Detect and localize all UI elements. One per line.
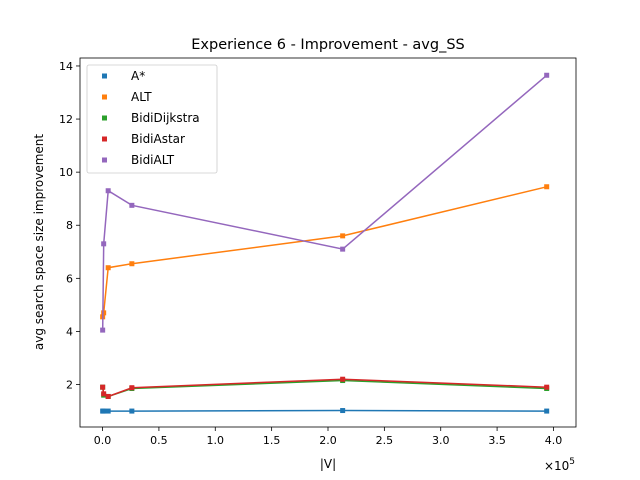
data-point-alt bbox=[129, 261, 135, 267]
data-point-a bbox=[129, 408, 135, 414]
data-point-bidialt bbox=[100, 327, 106, 333]
data-point-alt bbox=[544, 184, 550, 190]
series-a bbox=[100, 408, 550, 414]
legend: A* ALT BidiDijkstra BidiAstar BidiALT bbox=[86, 64, 218, 174]
y-axis-label: avg search space size improvement bbox=[32, 134, 46, 350]
x-tick-label: 2.5 bbox=[376, 434, 394, 447]
legend-label-a: A* bbox=[131, 69, 145, 83]
legend-marker-bididijkstra bbox=[102, 115, 107, 121]
series-bidiastar bbox=[100, 376, 550, 399]
y-axis: 2 4 6 8 10 12 14 bbox=[59, 60, 80, 392]
series-layer bbox=[100, 72, 550, 414]
legend-label-bidiastar: BidiAstar bbox=[131, 132, 185, 146]
legend-marker-bidialt bbox=[102, 157, 107, 163]
x-tick-label: 3.0 bbox=[432, 434, 450, 447]
x-axis: 0.0 0.5 1.0 1.5 2.0 2.5 3.0 3.5 4.0 bbox=[94, 427, 562, 447]
y-tick-label: 8 bbox=[66, 219, 73, 232]
data-point-a bbox=[101, 408, 107, 414]
data-point-bidialt bbox=[101, 241, 107, 247]
y-tick-label: 10 bbox=[59, 166, 73, 179]
data-point-bidialt bbox=[105, 188, 111, 194]
legend-marker-alt bbox=[102, 94, 107, 100]
x-tick-label: 0.5 bbox=[150, 434, 168, 447]
data-point-alt bbox=[105, 265, 111, 271]
legend-label-alt: ALT bbox=[131, 90, 152, 104]
x-tick-label: 2.0 bbox=[319, 434, 337, 447]
x-tick-label: 1.5 bbox=[263, 434, 281, 447]
data-point-a bbox=[105, 408, 111, 414]
data-point-bidiastar bbox=[101, 391, 107, 397]
data-point-bidialt bbox=[129, 202, 135, 208]
series-line-bidialt bbox=[101, 74, 548, 331]
legend-marker-a bbox=[102, 73, 107, 79]
y-tick-label: 4 bbox=[66, 325, 73, 338]
y-tick-label: 6 bbox=[66, 272, 73, 285]
data-point-bidiastar bbox=[105, 393, 111, 399]
y-tick-label: 14 bbox=[59, 60, 73, 73]
chart-title: Experience 6 - Improvement - avg_SS bbox=[191, 37, 464, 53]
legend-box bbox=[86, 64, 218, 174]
x-axis-multiplier-base: ×10 bbox=[544, 459, 569, 473]
data-point-alt bbox=[340, 233, 346, 239]
data-point-bidiastar bbox=[129, 385, 135, 391]
x-axis-multiplier: ×105 bbox=[544, 457, 575, 473]
x-tick-label: 0.0 bbox=[94, 434, 112, 447]
series-bidialt bbox=[100, 72, 550, 333]
x-tick-label: 1.0 bbox=[207, 434, 225, 447]
legend-label-bididijkstra: BidiDijkstra bbox=[131, 111, 200, 125]
data-point-bidiastar bbox=[100, 384, 106, 390]
series-line-a bbox=[102, 409, 547, 412]
x-tick-label: 3.5 bbox=[488, 434, 506, 447]
x-tick-label: 4.0 bbox=[545, 434, 563, 447]
data-point-bidialt bbox=[544, 72, 550, 78]
legend-marker-bidiastar bbox=[102, 136, 107, 142]
x-axis-label: |V| bbox=[320, 457, 336, 471]
y-tick-label: 2 bbox=[66, 379, 73, 392]
data-point-bidialt bbox=[340, 246, 346, 252]
legend-label-bidialt: BidiALT bbox=[131, 153, 175, 167]
data-point-bidiastar bbox=[544, 384, 550, 390]
y-tick-label: 12 bbox=[59, 113, 73, 126]
x-axis-multiplier-exponent: 5 bbox=[569, 457, 575, 467]
data-point-alt bbox=[101, 310, 107, 316]
data-point-bidiastar bbox=[340, 376, 346, 382]
data-point-a bbox=[544, 408, 550, 414]
data-point-a bbox=[340, 408, 346, 414]
